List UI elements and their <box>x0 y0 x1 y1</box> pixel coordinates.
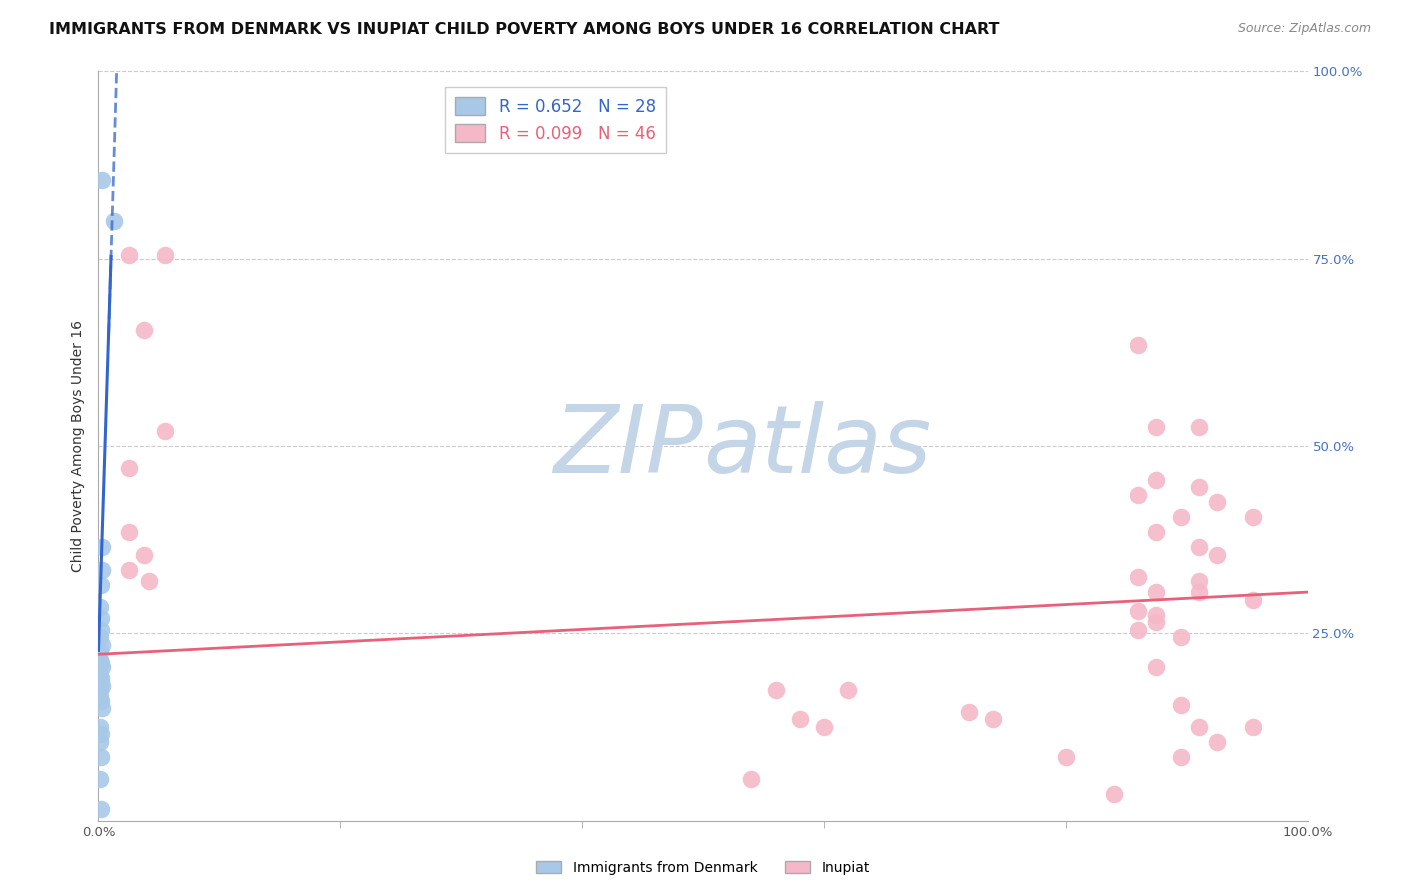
Point <box>740 772 762 787</box>
Point <box>1206 495 1229 509</box>
Point <box>90 671 112 685</box>
Point <box>1054 750 1077 764</box>
Point <box>1241 510 1264 524</box>
Point <box>957 705 980 719</box>
Point <box>1170 698 1192 712</box>
Y-axis label: Child Poverty Among Boys Under 16: Child Poverty Among Boys Under 16 <box>72 320 86 572</box>
Point <box>1102 788 1125 802</box>
Point <box>1188 720 1211 734</box>
Point <box>89 600 111 615</box>
Text: Source: ZipAtlas.com: Source: ZipAtlas.com <box>1237 22 1371 36</box>
Point <box>90 577 112 591</box>
Point <box>1241 720 1264 734</box>
Point <box>1170 630 1192 644</box>
Point <box>1241 592 1264 607</box>
Point <box>1188 480 1211 494</box>
Point <box>789 713 811 727</box>
Point <box>1170 510 1192 524</box>
Point <box>1146 420 1168 434</box>
Point <box>1206 735 1229 749</box>
Point <box>153 248 176 262</box>
Point <box>89 630 111 644</box>
Point <box>90 675 112 690</box>
Text: IMMIGRANTS FROM DENMARK VS INUPIAT CHILD POVERTY AMONG BOYS UNDER 16 CORRELATION: IMMIGRANTS FROM DENMARK VS INUPIAT CHILD… <box>49 22 1000 37</box>
Point <box>1128 604 1150 618</box>
Text: atlas: atlas <box>703 401 931 491</box>
Legend: Immigrants from Denmark, Inupiat: Immigrants from Denmark, Inupiat <box>531 855 875 880</box>
Point <box>813 720 835 734</box>
Point <box>91 563 114 577</box>
Point <box>1146 585 1168 599</box>
Point <box>91 701 114 715</box>
Text: ZIP: ZIP <box>554 401 703 491</box>
Point <box>118 525 141 540</box>
Point <box>90 727 112 741</box>
Point <box>90 657 112 671</box>
Point <box>91 540 114 554</box>
Point <box>90 694 112 708</box>
Point <box>1188 420 1211 434</box>
Point <box>91 679 114 693</box>
Point <box>90 750 112 764</box>
Point <box>90 802 112 816</box>
Point <box>89 735 111 749</box>
Point <box>1128 338 1150 352</box>
Point <box>103 214 125 228</box>
Point <box>1188 574 1211 588</box>
Point <box>138 574 160 588</box>
Point <box>1188 540 1211 554</box>
Point <box>89 645 111 659</box>
Legend: R = 0.652   N = 28, R = 0.099   N = 46: R = 0.652 N = 28, R = 0.099 N = 46 <box>446 87 666 153</box>
Point <box>1188 585 1211 599</box>
Point <box>134 323 156 337</box>
Point <box>1128 570 1150 584</box>
Point <box>1146 525 1168 540</box>
Point <box>90 623 112 637</box>
Point <box>765 682 787 697</box>
Point <box>1206 548 1229 562</box>
Point <box>118 461 141 475</box>
Point <box>1128 623 1150 637</box>
Point <box>89 652 111 666</box>
Point <box>91 660 114 674</box>
Point <box>89 682 111 697</box>
Point <box>118 563 141 577</box>
Point <box>89 772 111 787</box>
Point <box>1146 607 1168 622</box>
Point <box>1146 660 1168 674</box>
Point <box>118 248 141 262</box>
Point <box>1146 615 1168 629</box>
Point <box>91 638 114 652</box>
Point <box>89 690 111 704</box>
Point <box>134 548 156 562</box>
Point <box>981 713 1004 727</box>
Point <box>1146 473 1168 487</box>
Point <box>153 424 176 438</box>
Point <box>91 173 114 187</box>
Point <box>1128 488 1150 502</box>
Point <box>90 611 112 625</box>
Point <box>1170 750 1192 764</box>
Point <box>837 682 859 697</box>
Point <box>89 720 111 734</box>
Point <box>89 667 111 681</box>
